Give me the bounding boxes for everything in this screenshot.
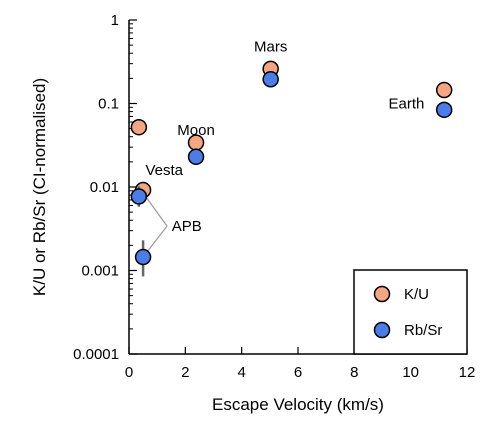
y-tick-label: 1 <box>111 12 119 29</box>
rbsr-data-point <box>187 148 205 166</box>
ku-data-point <box>435 81 453 99</box>
ku-data-point <box>187 134 205 151</box>
y-tick-label: 0.1 <box>98 96 119 113</box>
y-tick-label: 0.01 <box>90 179 119 196</box>
annotation-label: Vesta <box>145 162 183 179</box>
legend-label: Rb/Sr <box>404 322 442 339</box>
points-layer <box>130 60 453 277</box>
x-tick-label: 2 <box>181 364 189 381</box>
x-tick-label: 8 <box>350 364 358 381</box>
y-axis-title: K/U or Rb/Sr (CI-normalised) <box>30 78 49 296</box>
y-tick-label: 0.0001 <box>73 346 119 363</box>
x-tick-label: 12 <box>459 364 476 381</box>
x-tick-label: 6 <box>294 364 302 381</box>
annotation-label: APB <box>172 218 202 235</box>
legend-marker <box>373 285 391 303</box>
legend-label: K/U <box>404 286 429 303</box>
x-tick-label: 0 <box>125 364 133 381</box>
annotation-label: Mars <box>254 39 287 56</box>
rbsr-data-point <box>130 188 148 205</box>
legend: K/U Rb/Sr <box>353 269 468 355</box>
x-tick-label: 10 <box>402 364 419 381</box>
rbsr-data-point <box>134 248 152 266</box>
legend-box <box>353 269 468 355</box>
rbsr-data-point <box>435 101 453 119</box>
x-tick-label: 4 <box>237 364 245 381</box>
y-tick-label: 0.001 <box>81 263 119 280</box>
annotation-label: Earth <box>389 96 425 113</box>
axes-layer: 0 2 4 6 8 10 12 1 0.1 0.01 0.001 0.0001 Escape Veloc… <box>30 12 475 414</box>
legend-marker <box>373 321 391 339</box>
apb-connector-line <box>142 192 168 227</box>
x-axis-title: Escape Velocity (km/s) <box>212 395 384 414</box>
rbsr-data-point <box>262 71 279 88</box>
annotations-layer: Mars Earth Moon Vesta APB <box>142 39 425 258</box>
ku-data-point <box>130 118 148 136</box>
annotation-label: Moon <box>177 122 215 139</box>
